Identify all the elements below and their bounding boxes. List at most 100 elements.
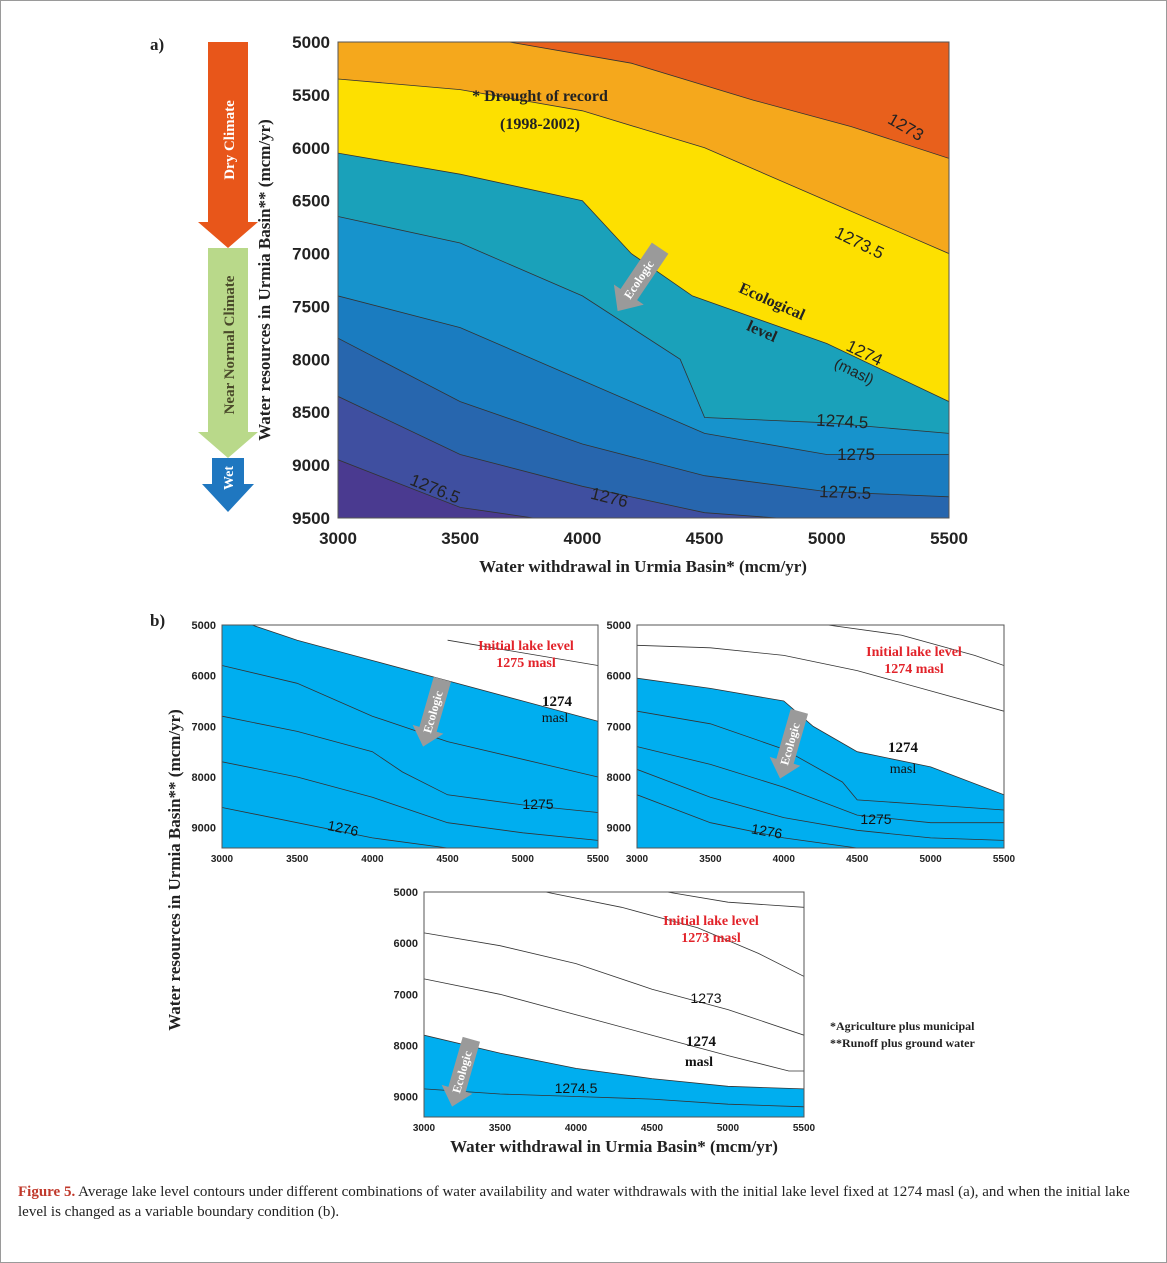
- panel-a-xlabel: Water withdrawal in Urmia Basin* (mcm/yr…: [479, 557, 807, 576]
- subplot-2-contour-lines: [637, 625, 1004, 848]
- x-tick-label: 5500: [587, 854, 610, 865]
- footnote-runoff: **Runoff plus ground water: [830, 1036, 975, 1050]
- subplot-3-label-1274-5: 1274.5: [555, 1080, 598, 1096]
- dry-climate-label: Dry Climate: [222, 100, 238, 180]
- subplot-2-ticks: 3000 3500 4000 4500 5000 5500 5000 6000 7000 8000…: [607, 620, 1016, 865]
- x-tick-label: 5500: [993, 854, 1016, 865]
- subplot-2-title-1: Initial lake level: [866, 645, 962, 660]
- contour-line-1274-5: [447, 639, 598, 666]
- contour-line-1275: [338, 295, 949, 455]
- x-tick-label: 3500: [441, 529, 479, 548]
- x-tick-label: 3000: [319, 529, 357, 548]
- subplot-3-title-2: 1273 masl: [681, 931, 741, 946]
- y-tick-label: 9000: [607, 823, 631, 835]
- y-tick-label: 8000: [192, 772, 216, 784]
- contour-line-1275-5: [338, 337, 949, 498]
- contour-line-1273: [509, 42, 949, 159]
- x-tick-label: 4500: [641, 1123, 664, 1134]
- panel-b-label: b): [150, 611, 165, 630]
- near-normal-climate-arrow: [198, 248, 258, 458]
- contour-line-1273: [637, 644, 1004, 712]
- contour-line-1276: [222, 761, 598, 841]
- panel-a-contour-lines: [338, 42, 949, 518]
- caption-text: Average lake level contours under differ…: [18, 1184, 1130, 1220]
- y-tick-label: 9000: [394, 1092, 418, 1104]
- x-tick-label: 5000: [717, 1123, 740, 1134]
- y-tick-label: 8500: [292, 403, 330, 422]
- region-1273: [509, 42, 949, 159]
- subplot-1-ticks: 3000 3500 4000 4500 5000 5500 5000 6000 7000 8000…: [192, 620, 610, 865]
- subplot-2-unit: masl: [890, 762, 917, 777]
- subplot-2-level: 1274: [888, 740, 919, 756]
- drought-annotation: * Drought of record: [472, 88, 608, 105]
- y-tick-label: 6500: [292, 192, 330, 211]
- wet-climate-label: Wet: [222, 466, 237, 490]
- figure-caption: Figure 5. Average lake level contours un…: [18, 1182, 1148, 1222]
- region-below-1276: [338, 396, 949, 518]
- x-tick-label: 3000: [211, 854, 234, 865]
- region-below-1274: [424, 1035, 804, 1117]
- x-tick-label: 3000: [626, 854, 649, 865]
- x-tick-label: 4500: [436, 854, 459, 865]
- contour-line-1276: [637, 794, 858, 848]
- y-tick-label: 7000: [607, 721, 631, 733]
- contour-line-1272-5: [545, 892, 804, 977]
- y-tick-label: 6000: [192, 671, 216, 683]
- y-tick-label: 6000: [607, 671, 631, 683]
- climate-arrows: Dry Climate Near Normal Climate Wet: [198, 42, 258, 512]
- subplot-2-border: [636, 624, 1005, 849]
- x-tick-label: 3500: [286, 854, 309, 865]
- subplot-3-border: [423, 891, 805, 1118]
- panel-a-label: a): [150, 35, 164, 54]
- x-tick-label: 5000: [808, 529, 846, 548]
- y-tick-label: 7000: [394, 989, 418, 1001]
- x-tick-label: 3000: [413, 1123, 436, 1134]
- dry-climate-arrow: [198, 42, 258, 248]
- contour-label-1275-5: 1275.5: [819, 482, 872, 503]
- wet-climate-arrow: [202, 458, 254, 512]
- subplot-2-title-2: 1274 masl: [884, 662, 944, 677]
- subplot-2-label-1276: 1276: [750, 820, 784, 841]
- subplot-3-unit: masl: [685, 1055, 713, 1070]
- y-tick-label: 6000: [292, 139, 330, 158]
- panel-a-x-ticks: 3000 3500 4000 4500 5000 5500: [319, 529, 968, 548]
- subplot-3-ticks: 3000 3500 4000 4500 5000 5500 5000 6000 7000 8000…: [394, 887, 816, 1134]
- contour-label-1274-5: 1274.5: [816, 411, 869, 433]
- contour-line-1274: [338, 152, 949, 402]
- ecologic-arrow-shape: [441, 1036, 481, 1107]
- y-tick-label: 6000: [394, 938, 418, 950]
- y-tick-label: 7000: [292, 245, 330, 264]
- subplot-3-contour-lines: [424, 892, 804, 1108]
- panel-a-ylabel: Water resources in Urmia Basin** (mcm/yr…: [255, 119, 274, 441]
- region-below-1276-5: [338, 459, 949, 518]
- x-tick-label: 5500: [793, 1123, 816, 1134]
- subplot-1-fill: [222, 625, 598, 848]
- y-tick-label: 8000: [292, 350, 330, 369]
- contour-line-1273-5: [827, 625, 1004, 666]
- subplot-3-label-1273: 1273: [690, 990, 721, 1006]
- x-tick-label: 4500: [846, 854, 869, 865]
- panel-b-xlabel: Water withdrawal in Urmia Basin* (mcm/yr…: [450, 1137, 778, 1156]
- contour-line-1275: [637, 746, 1004, 824]
- region-below-1274: [222, 625, 598, 848]
- y-tick-label: 5500: [292, 86, 330, 105]
- y-tick-label: 5000: [394, 887, 418, 899]
- subplot-3-title-1: Initial lake level: [663, 914, 759, 929]
- subplot-2-fill: [637, 678, 1004, 848]
- contour-line-1275: [222, 665, 598, 778]
- x-tick-label: 5500: [930, 529, 968, 548]
- caption-label: Figure 5.: [18, 1184, 76, 1200]
- y-tick-label: 5000: [292, 33, 330, 52]
- y-tick-label: 5000: [607, 620, 631, 632]
- contour-line-1275-5: [637, 769, 1004, 841]
- y-tick-label: 9000: [292, 456, 330, 475]
- contour-line-1276-5: [338, 459, 534, 518]
- contour-line-1274: [424, 1034, 804, 1090]
- x-tick-label: 4500: [686, 529, 724, 548]
- contour-line-1276: [338, 396, 778, 518]
- y-tick-label: 9000: [192, 823, 216, 835]
- contour-line-1276-5: [222, 807, 523, 848]
- ecologic-arrow-shape: [412, 676, 452, 747]
- subplot-1-label-1275: 1275: [522, 796, 553, 812]
